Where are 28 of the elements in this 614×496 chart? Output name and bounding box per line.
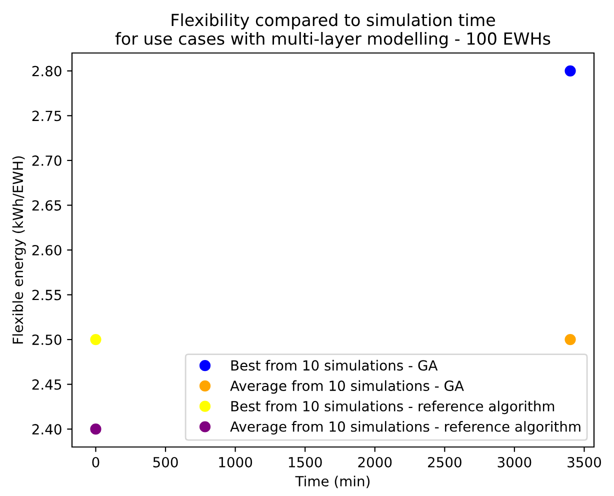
x-tick-label: 500 [153, 456, 178, 468]
legend-label: Best from 10 simulations - GA [231, 360, 438, 371]
x-tick-label: 3500 [568, 456, 601, 468]
point [90, 424, 102, 435]
y-tick-label: 2.45 [32, 379, 62, 390]
legend-label: Best from 10 simulations - reference algorithm [231, 400, 554, 414]
y-tick-label: 2.60 [32, 244, 62, 256]
y-tick-label: 2.80 [32, 66, 62, 76]
y-tick-label: 2.70 [32, 155, 62, 166]
x-tick-label: 1000 [219, 456, 252, 468]
y-axis-title: Flexible energy (kWh/EWH) [12, 156, 26, 344]
point [90, 334, 102, 346]
chart-title: Flexibility compared to simulation time for use cases with multi-layer modelling - 100 EWHs [115, 13, 550, 48]
point [564, 334, 576, 346]
point [564, 65, 576, 76]
x-tick-label: 2000 [358, 456, 392, 468]
legend-label: Average from 10 simulations - GA [230, 380, 464, 394]
y-tick-label: 2.65 [32, 200, 62, 211]
y-tick-label: 2.40 [32, 424, 62, 435]
y-tick-label: 2.75 [32, 110, 62, 122]
x-tick-label: 2500 [428, 456, 462, 468]
x-tick-label: 1500 [288, 456, 322, 468]
x-tick-label: 0 [92, 456, 100, 468]
legend-label: Average from 10 simulations - reference algorithm [230, 421, 580, 434]
x-axis-title: Time (min) [295, 476, 370, 488]
x-tick-label: 3000 [498, 456, 532, 468]
y-tick-label: 2.50 [32, 334, 62, 346]
y-tick-label: 2.55 [32, 290, 62, 300]
